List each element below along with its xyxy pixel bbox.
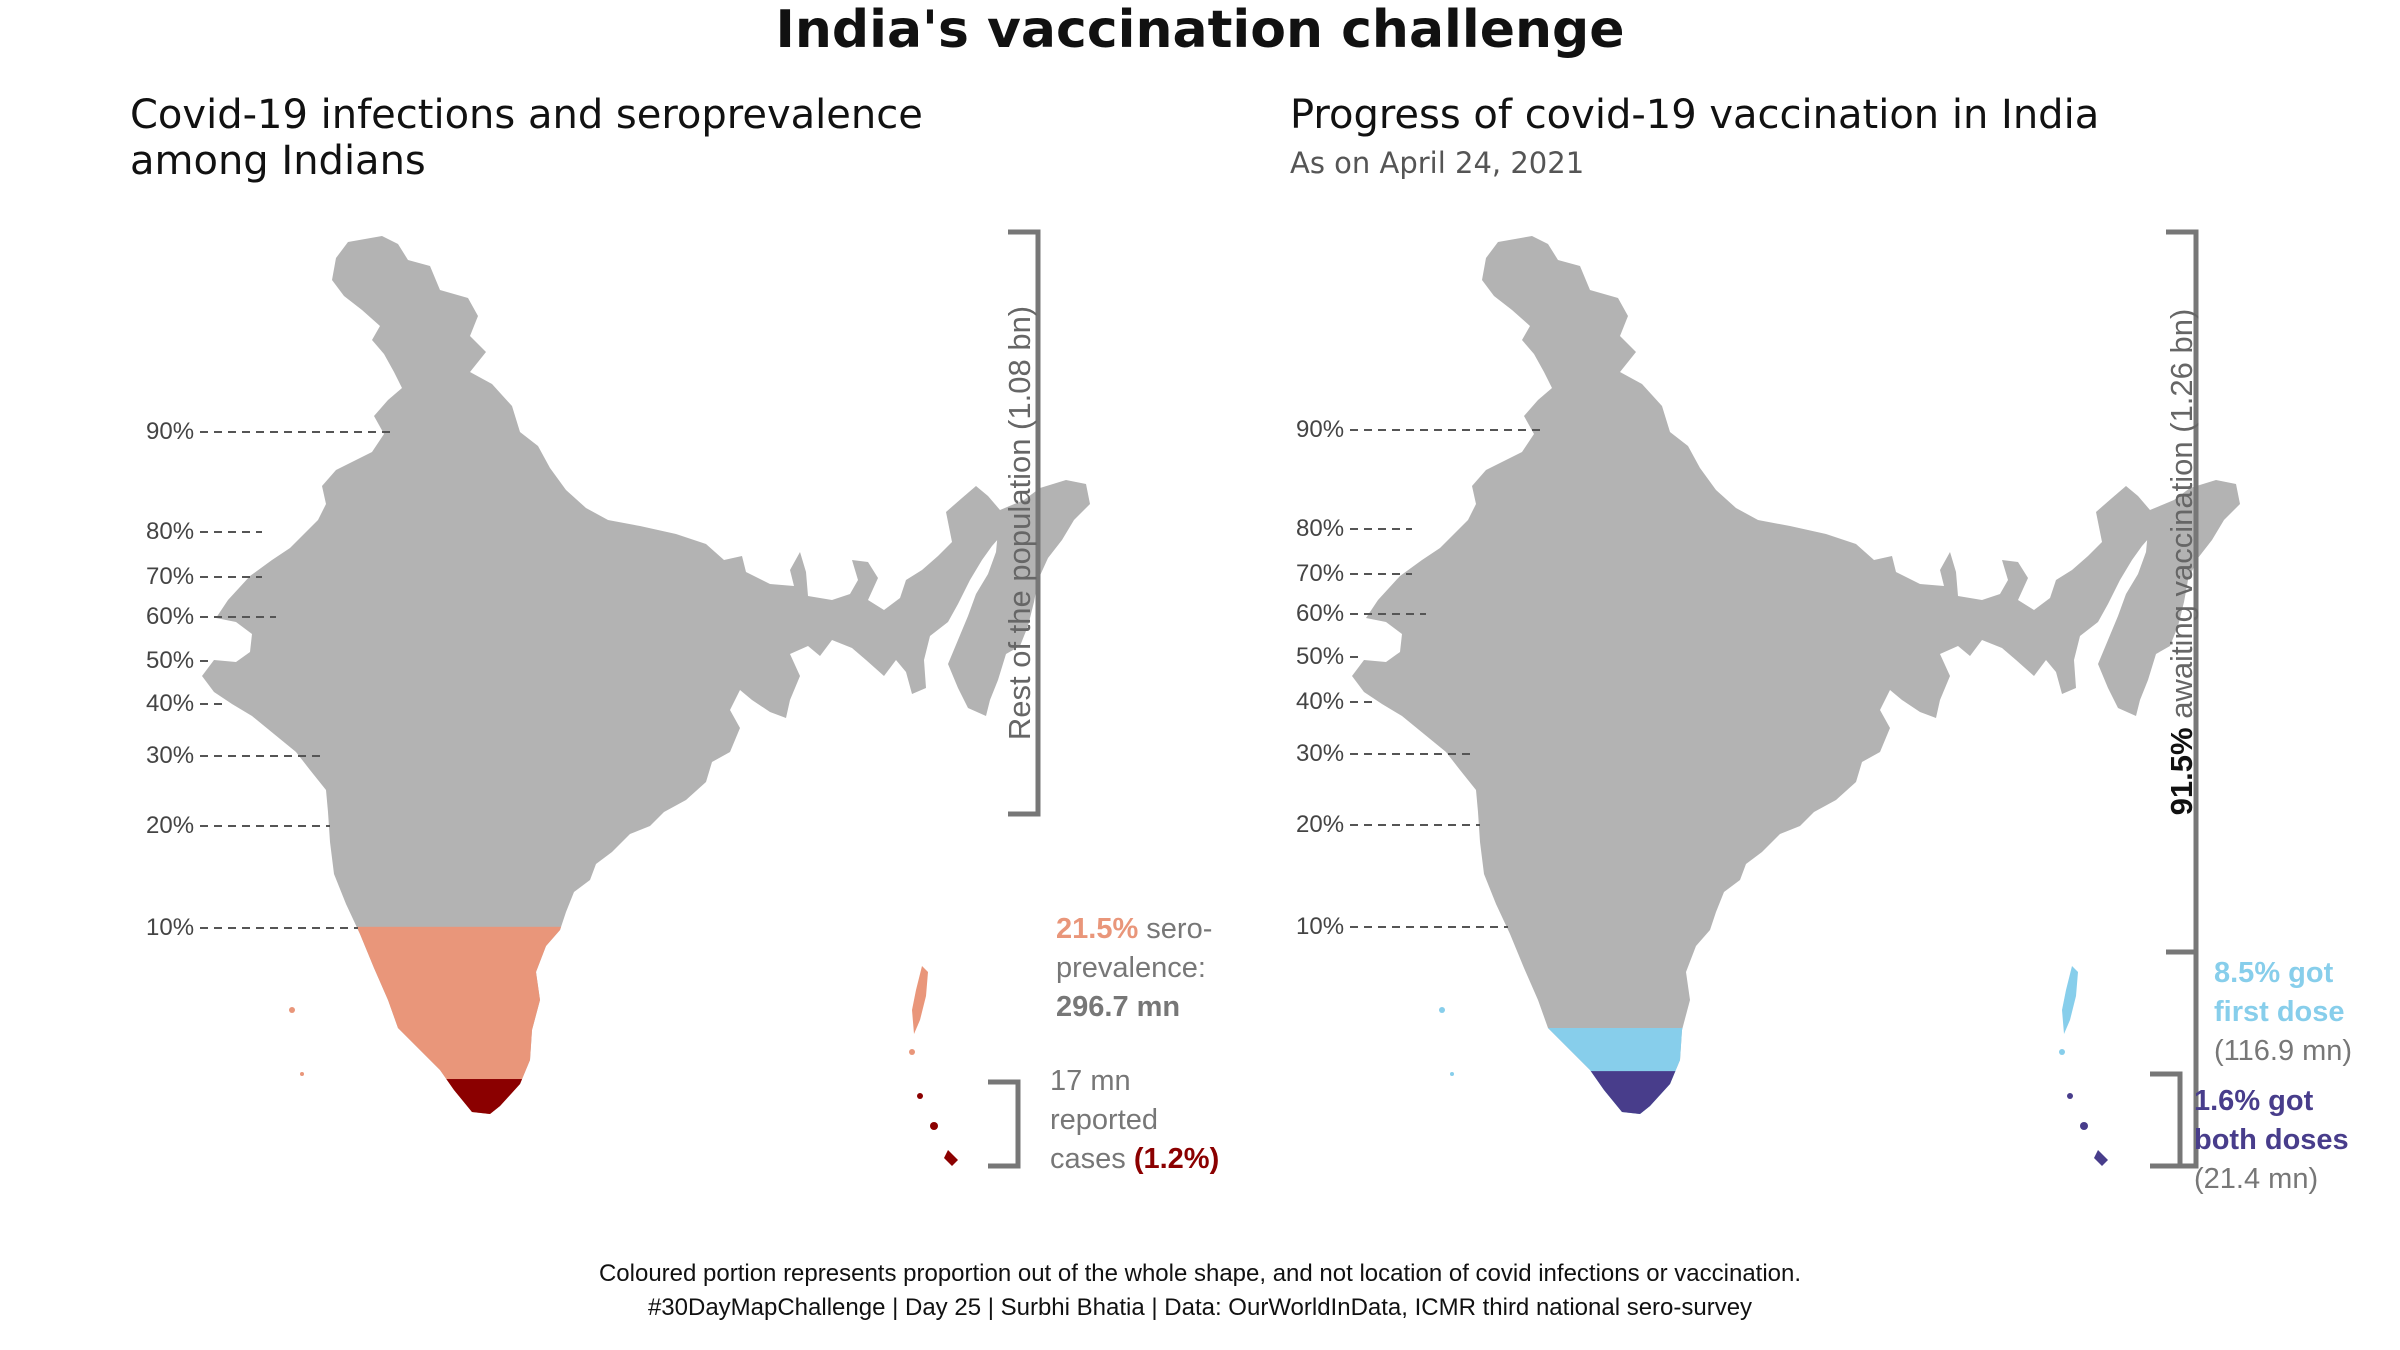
right-brackets xyxy=(2150,229,2199,1169)
left-tick-90: 90% xyxy=(146,418,195,445)
right-island-andaman xyxy=(2062,966,2078,1034)
left-cases-annotation: 17 mn reported cases (1.2%) xyxy=(1050,1062,1219,1179)
right-tick-30: 30% xyxy=(1296,740,1345,767)
left-sero-pct: 21.5% xyxy=(1056,913,1139,945)
right-both-value: (21.4 mn) xyxy=(2194,1163,2319,1195)
left-sero-text1: sero- xyxy=(1138,913,1213,945)
right-island-dot xyxy=(1439,1007,1445,1013)
main-title: India's vaccination challenge xyxy=(775,0,1625,60)
left-map-grey xyxy=(202,236,1090,1114)
left-title-line2: among Indians xyxy=(130,138,426,184)
right-tick-40: 40% xyxy=(1296,688,1345,715)
right-island-dot xyxy=(2059,1049,2065,1055)
left-island-nicobar xyxy=(944,1150,958,1166)
right-map-first-dose-fill xyxy=(1352,1028,2240,1114)
right-both-line2: both doses xyxy=(2194,1124,2349,1156)
left-island-dot xyxy=(300,1072,304,1076)
left-panel-title: Covid-19 infections and seroprevalence a… xyxy=(130,92,923,184)
left-tick-50: 50% xyxy=(146,647,195,674)
right-first-annotation: 8.5% got first dose (116.9 mn) xyxy=(2214,954,2352,1071)
right-island-dot xyxy=(2080,1122,2088,1130)
left-tick-60: 60% xyxy=(146,603,195,630)
left-tick-20: 20% xyxy=(146,812,195,839)
left-island-dot xyxy=(917,1093,923,1099)
right-map-grey xyxy=(1352,236,2240,1114)
right-tick-20: 20% xyxy=(1296,811,1345,838)
right-awaiting-text: awaiting vaccination (1.26 bn) xyxy=(2164,308,2199,728)
right-tick-lines xyxy=(1350,429,1540,928)
left-sero-value: 296.7 mn xyxy=(1056,991,1181,1023)
left-cases-line3: cases xyxy=(1050,1143,1134,1175)
right-island-nicobar xyxy=(2094,1150,2108,1166)
right-tick-50: 50% xyxy=(1296,643,1345,670)
right-tick-80: 80% xyxy=(1296,515,1345,542)
right-island-dot xyxy=(2067,1093,2073,1099)
left-cases-line2: reported xyxy=(1050,1104,1159,1136)
right-both-annotation: 1.6% got both doses (21.4 mn) xyxy=(2194,1082,2349,1199)
left-brackets xyxy=(988,229,1041,1169)
left-island-dot xyxy=(289,1007,295,1013)
left-cases-line1: 17 mn xyxy=(1050,1065,1131,1097)
left-rest-label: Rest of the population (1.08 bn) xyxy=(1002,305,1037,741)
right-awaiting-pct: 91.5% xyxy=(2164,727,2199,816)
left-title-line1: Covid-19 infections and seroprevalence xyxy=(130,92,923,138)
left-island-dot xyxy=(909,1049,915,1055)
right-both-line1: 1.6% got xyxy=(2194,1085,2314,1117)
left-tick-lines xyxy=(200,431,390,929)
right-tick-90: 90% xyxy=(1296,416,1345,443)
left-tick-10: 10% xyxy=(146,914,195,941)
left-tick-70: 70% xyxy=(146,563,195,590)
right-first-value: (116.9 mn) xyxy=(2214,1035,2353,1067)
left-tick-40: 40% xyxy=(146,690,195,717)
left-sero-text2: prevalence: xyxy=(1056,952,1206,984)
left-tick-30: 30% xyxy=(146,742,195,769)
right-tick-10: 10% xyxy=(1296,913,1345,940)
left-island-andaman xyxy=(912,966,928,1034)
left-island-dot xyxy=(930,1122,938,1130)
right-panel-subtitle: As on April 24, 2021 xyxy=(1290,146,1585,180)
right-first-line1: 8.5% got xyxy=(2214,957,2334,989)
left-sero-annotation: 21.5% sero- prevalence: 296.7 mn xyxy=(1056,910,1212,1027)
caption-line2: #30DayMapChallenge | Day 25 | Surbhi Bha… xyxy=(647,1294,1753,1321)
right-tick-60: 60% xyxy=(1296,600,1345,627)
left-tick-80: 80% xyxy=(146,518,195,545)
right-awaiting-label: 91.5% awaiting vaccination (1.26 bn) xyxy=(2164,292,2200,832)
right-panel-title: Progress of covid-19 vaccination in Indi… xyxy=(1290,92,2100,138)
caption-line1: Coloured portion represents proportion o… xyxy=(598,1260,1802,1287)
right-first-line2: first dose xyxy=(2214,996,2345,1028)
right-map-both-doses-fill xyxy=(1352,1071,2240,1114)
left-cases-pct: (1.2%) xyxy=(1133,1143,1220,1175)
right-island-dot xyxy=(1450,1072,1454,1076)
right-tick-70: 70% xyxy=(1296,560,1345,587)
